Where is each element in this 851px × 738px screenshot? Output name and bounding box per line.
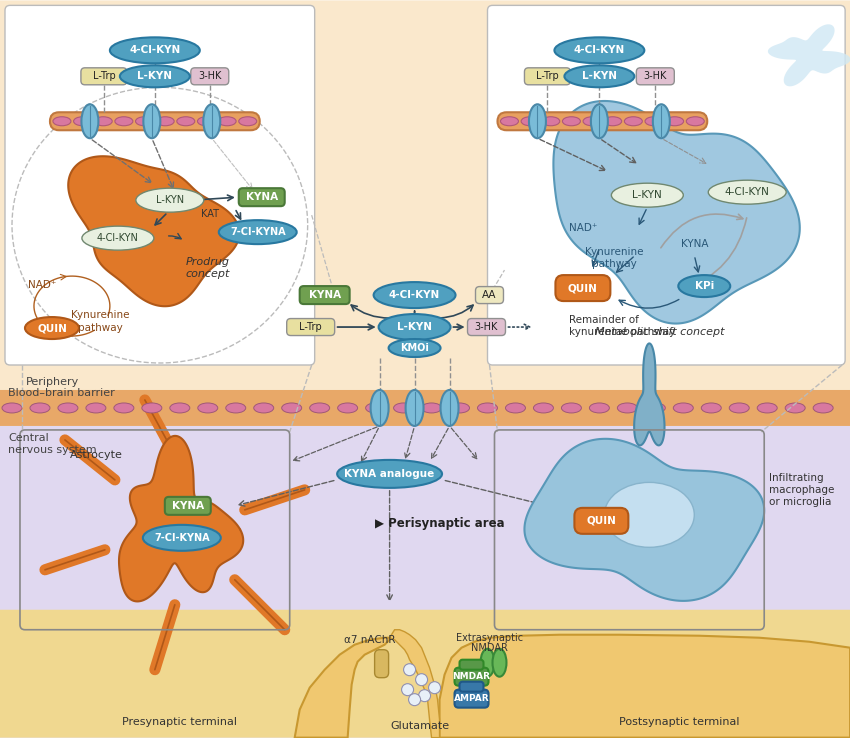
Text: KMOi: KMOi xyxy=(400,343,429,353)
Ellipse shape xyxy=(625,117,643,125)
Text: Periphery: Periphery xyxy=(26,377,79,387)
Ellipse shape xyxy=(493,649,506,677)
FancyBboxPatch shape xyxy=(524,68,570,85)
Ellipse shape xyxy=(374,282,455,308)
Text: NAD⁺: NAD⁺ xyxy=(28,280,56,290)
Text: Glutamate: Glutamate xyxy=(390,720,449,731)
Ellipse shape xyxy=(521,117,540,125)
Ellipse shape xyxy=(421,403,442,413)
FancyBboxPatch shape xyxy=(574,508,628,534)
Ellipse shape xyxy=(686,117,705,125)
Ellipse shape xyxy=(73,117,92,125)
Text: 4-Cl-KYN: 4-Cl-KYN xyxy=(97,233,139,243)
Ellipse shape xyxy=(665,117,683,125)
Ellipse shape xyxy=(583,117,601,125)
Text: Infiltrating: Infiltrating xyxy=(769,473,824,483)
Text: KYNA: KYNA xyxy=(309,290,340,300)
FancyBboxPatch shape xyxy=(239,188,285,206)
Ellipse shape xyxy=(555,38,644,63)
Polygon shape xyxy=(524,439,764,601)
Ellipse shape xyxy=(564,66,634,87)
Ellipse shape xyxy=(197,117,215,125)
Ellipse shape xyxy=(170,403,190,413)
Text: L-Trp: L-Trp xyxy=(93,72,115,81)
Text: KYNA: KYNA xyxy=(246,192,277,202)
Text: pathway: pathway xyxy=(592,259,637,269)
Polygon shape xyxy=(68,156,239,306)
Ellipse shape xyxy=(563,117,580,125)
FancyBboxPatch shape xyxy=(0,426,850,737)
Ellipse shape xyxy=(136,188,203,212)
Text: AA: AA xyxy=(483,290,497,300)
Ellipse shape xyxy=(785,403,805,413)
Text: NAD⁺: NAD⁺ xyxy=(569,223,597,233)
Text: Kynurenine: Kynurenine xyxy=(585,247,643,257)
FancyBboxPatch shape xyxy=(300,286,350,304)
Text: KPi: KPi xyxy=(694,281,714,291)
Ellipse shape xyxy=(542,117,560,125)
Ellipse shape xyxy=(120,66,190,87)
Ellipse shape xyxy=(415,674,427,686)
Ellipse shape xyxy=(157,117,174,125)
Ellipse shape xyxy=(729,403,749,413)
Ellipse shape xyxy=(254,403,274,413)
Text: Extrasynaptic: Extrasynaptic xyxy=(456,632,523,643)
Ellipse shape xyxy=(135,117,153,125)
Text: or microglia: or microglia xyxy=(769,497,831,507)
Ellipse shape xyxy=(645,117,663,125)
Text: QUIN: QUIN xyxy=(37,323,67,333)
Ellipse shape xyxy=(94,117,112,125)
Text: NMDAR: NMDAR xyxy=(453,672,490,681)
Ellipse shape xyxy=(814,403,833,413)
Ellipse shape xyxy=(58,403,78,413)
Ellipse shape xyxy=(590,403,609,413)
Text: Astrocyte: Astrocyte xyxy=(70,450,123,460)
FancyBboxPatch shape xyxy=(0,390,850,426)
Ellipse shape xyxy=(82,104,99,138)
Text: L-KYN: L-KYN xyxy=(137,72,173,81)
Text: L-KYN: L-KYN xyxy=(397,322,432,332)
FancyBboxPatch shape xyxy=(488,5,845,365)
Text: Blood–brain barrier: Blood–brain barrier xyxy=(8,388,115,398)
Text: 3-HK: 3-HK xyxy=(198,72,221,81)
Ellipse shape xyxy=(529,104,546,138)
Ellipse shape xyxy=(406,390,424,426)
Ellipse shape xyxy=(611,183,683,207)
Text: NMDAR: NMDAR xyxy=(471,643,508,652)
Polygon shape xyxy=(390,630,440,737)
Ellipse shape xyxy=(337,460,442,488)
Ellipse shape xyxy=(477,403,498,413)
Text: macrophage: macrophage xyxy=(769,485,835,495)
Ellipse shape xyxy=(505,403,525,413)
Text: KYNA: KYNA xyxy=(681,239,708,249)
Ellipse shape xyxy=(603,117,622,125)
Ellipse shape xyxy=(653,104,670,138)
FancyBboxPatch shape xyxy=(637,68,674,85)
Ellipse shape xyxy=(481,649,494,677)
Ellipse shape xyxy=(617,403,637,413)
Ellipse shape xyxy=(25,317,79,339)
Ellipse shape xyxy=(534,403,553,413)
Text: 4-Cl-KYN: 4-Cl-KYN xyxy=(574,45,625,55)
Text: L-KYN: L-KYN xyxy=(632,190,662,200)
Ellipse shape xyxy=(757,403,777,413)
Ellipse shape xyxy=(218,117,236,125)
Text: 4-Cl-KYN: 4-Cl-KYN xyxy=(389,290,440,300)
Text: KAT: KAT xyxy=(201,209,219,219)
Ellipse shape xyxy=(678,275,730,297)
FancyBboxPatch shape xyxy=(454,690,488,708)
FancyBboxPatch shape xyxy=(454,668,488,686)
FancyBboxPatch shape xyxy=(5,5,315,365)
Ellipse shape xyxy=(366,403,386,413)
Ellipse shape xyxy=(645,403,665,413)
Text: Remainder of: Remainder of xyxy=(569,315,639,325)
Ellipse shape xyxy=(2,403,22,413)
FancyBboxPatch shape xyxy=(374,649,389,677)
Text: 4-Cl-KYN: 4-Cl-KYN xyxy=(129,45,180,55)
Ellipse shape xyxy=(115,117,133,125)
Text: KYNA analogue: KYNA analogue xyxy=(345,469,435,479)
Text: nervous system: nervous system xyxy=(8,445,97,455)
Ellipse shape xyxy=(110,38,200,63)
Ellipse shape xyxy=(402,683,414,696)
